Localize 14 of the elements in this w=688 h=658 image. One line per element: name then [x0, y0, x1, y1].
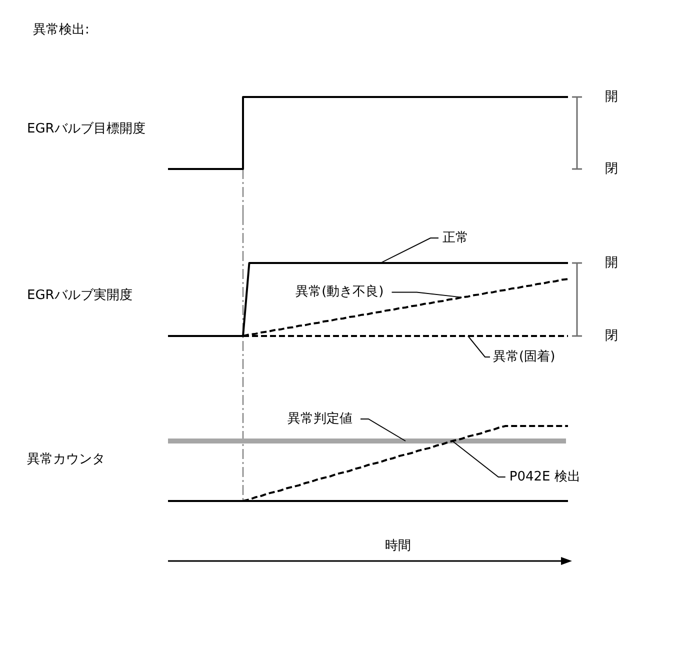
y-axis-title: 異常カウンタ [27, 452, 105, 467]
y-axis-title: EGRバルブ目標開度 [27, 120, 146, 136]
y-axis-title: EGRバルブ実開度 [27, 286, 132, 303]
text: 閉 [605, 328, 618, 344]
series-label: 異常(固着) [493, 348, 556, 364]
ref-line-label: 異常判定値 [288, 411, 352, 426]
series-label: 異常(動き不良) [296, 284, 384, 300]
text: 閉 [605, 161, 618, 176]
chart-title: 異常検出: [33, 22, 90, 38]
x-axis-title: 時間 [385, 538, 411, 554]
text: 開 [605, 89, 618, 104]
series-label: 正常 [442, 230, 468, 246]
text: 開 [605, 255, 618, 270]
annotation: P042E 検出 [509, 469, 580, 484]
